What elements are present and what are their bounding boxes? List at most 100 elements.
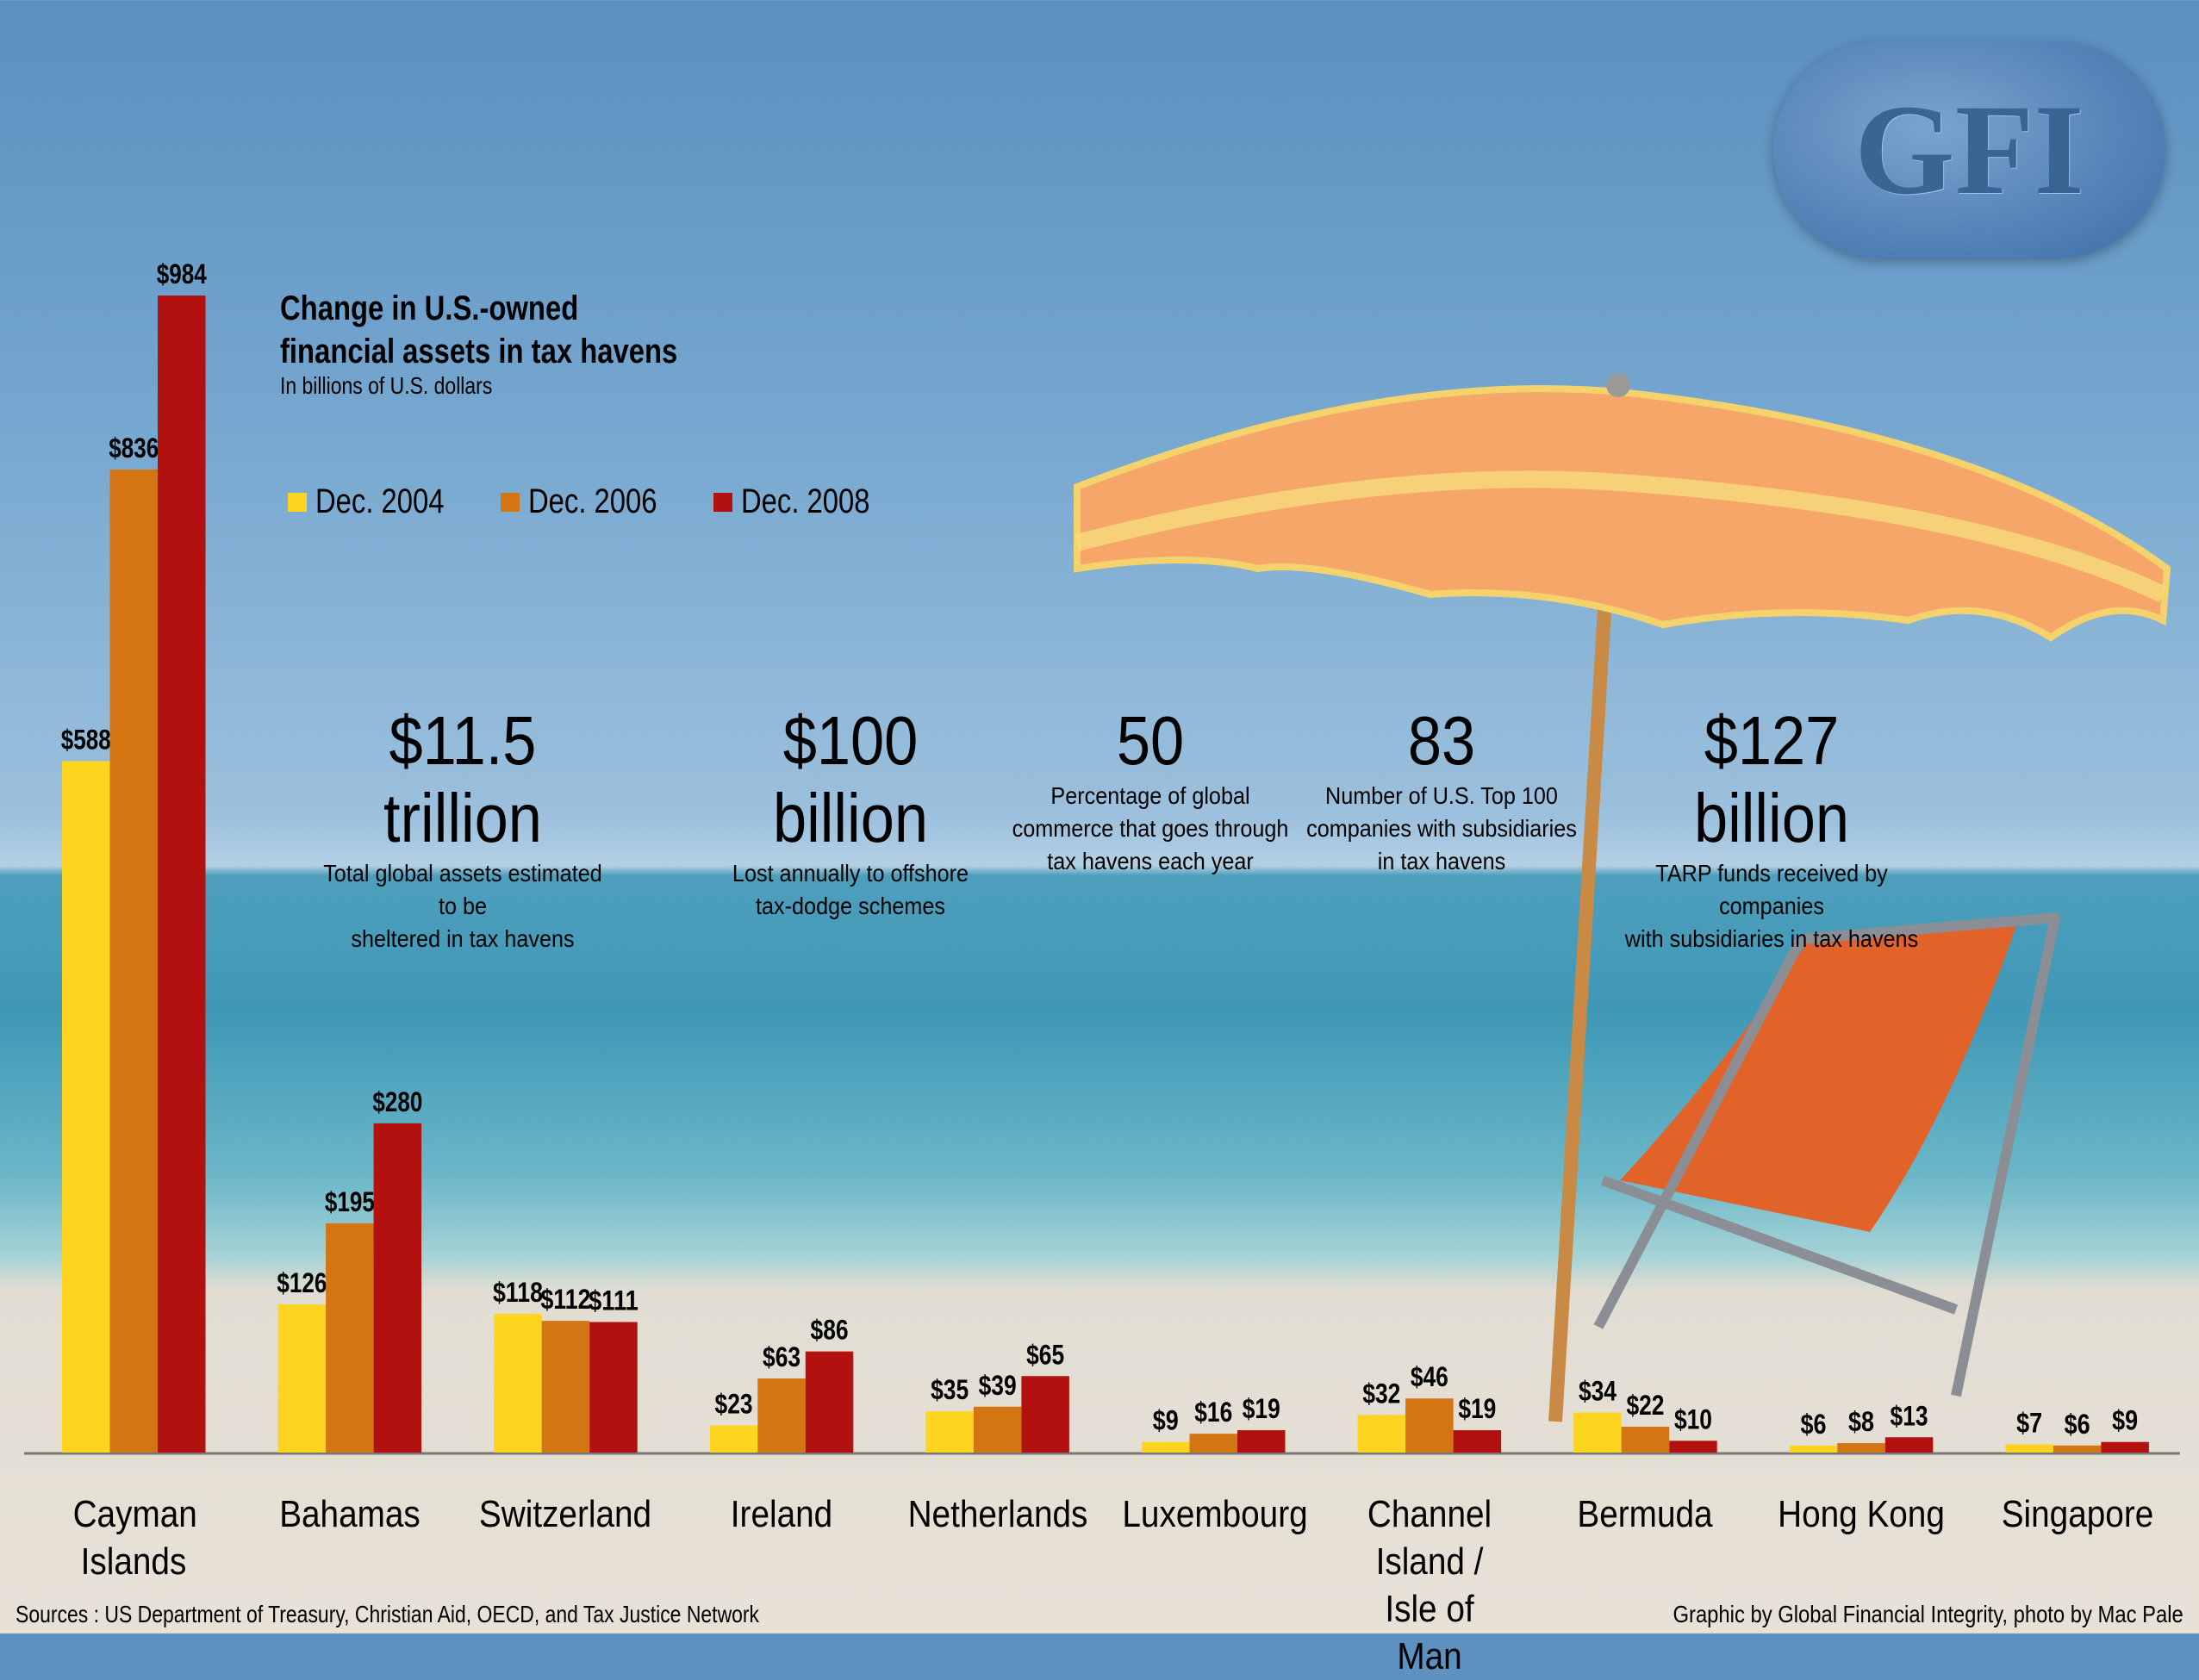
data-label: $6: [1801, 1409, 1827, 1440]
stat-value: 83: [1407, 702, 1476, 779]
chart-title: Change in U.S.-owned financial assets in…: [280, 287, 764, 373]
bar: [109, 469, 158, 1453]
data-label: $16: [1194, 1397, 1232, 1428]
data-label: $39: [979, 1370, 1017, 1401]
data-label: $19: [1243, 1393, 1280, 1424]
logo-text: GFI: [1854, 78, 2084, 221]
data-label: $195: [325, 1186, 375, 1217]
data-label: $112: [540, 1284, 590, 1315]
category-label: Switzerland: [479, 1493, 652, 1535]
data-label: $836: [109, 432, 159, 464]
category-label: Hong Kong: [1778, 1493, 1945, 1535]
bar: [1453, 1430, 1502, 1453]
stat-commerce-percentage: 50 Percentage of global commerce that goes…: [995, 702, 1305, 878]
gfi-logo: GFI: [1773, 41, 2165, 258]
stat-desc: TARP funds received by companies: [1655, 860, 1888, 919]
stat-desc: with subsidiaries in tax havens: [1624, 925, 1919, 952]
bar: [2053, 1445, 2102, 1453]
bar: [62, 761, 110, 1453]
umbrella-pole: [1548, 568, 1614, 1422]
legend-label: Dec. 2006: [528, 482, 657, 520]
bar: [1237, 1430, 1286, 1453]
legend-label: Dec. 2004: [315, 482, 445, 520]
data-label: $111: [589, 1285, 639, 1316]
bar: [1669, 1440, 1717, 1453]
data-label: $22: [1626, 1390, 1664, 1421]
stat-desc: in tax havens: [1377, 848, 1506, 874]
data-label: $23: [715, 1389, 753, 1420]
data-label: $34: [1579, 1376, 1617, 1407]
data-label: $126: [277, 1267, 327, 1298]
data-label: $588: [61, 724, 111, 755]
stat-desc: tax havens each year: [1047, 848, 1254, 874]
bar: [1189, 1434, 1237, 1453]
stat-desc: commerce that goes through: [1012, 815, 1289, 842]
legend-item-2004: Dec. 2004: [288, 482, 472, 521]
stat-global-assets: $11.5 trillion Total global assets estima…: [308, 702, 618, 955]
sources-text: Sources : US Department of Treasury, Chr…: [16, 1601, 760, 1627]
bar: [158, 296, 206, 1453]
stat-desc: Percentage of global: [1050, 782, 1250, 809]
data-label: $280: [372, 1086, 422, 1117]
bar-chart: $588 $836 $984 $126 $195 $280 $118$112$111 $23 $…: [24, 258, 2180, 1455]
bar: [1142, 1441, 1190, 1453]
legend-item-2006: Dec. 2006: [501, 482, 685, 521]
stat-value: 50: [1116, 702, 1185, 779]
stat-tarp-funds: $127 billion TARP funds received by compa…: [1599, 702, 1944, 955]
data-label: $65: [1026, 1339, 1064, 1370]
bar: [1621, 1426, 1670, 1453]
category-label: Channel Island / Isle of Man: [1367, 1493, 1492, 1677]
category-label: Singapore: [2001, 1493, 2153, 1535]
bar: [541, 1321, 590, 1453]
umbrella-finial: [1606, 373, 1630, 397]
bar: [1021, 1376, 1069, 1453]
category-label: Cayman Islands: [72, 1493, 198, 1583]
data-label: $86: [811, 1315, 849, 1346]
category-label: Ireland: [730, 1493, 833, 1535]
legend-swatch-icon: [713, 492, 732, 512]
data-label: $984: [157, 258, 207, 289]
bar: [2101, 1441, 2149, 1453]
data-label: $8: [1848, 1406, 1874, 1437]
stat-value: $11.5 trillion: [383, 702, 542, 856]
subtitle-text: In billions of U.S. dollars: [280, 372, 493, 399]
bar: [709, 1425, 758, 1453]
bar: [1884, 1437, 1934, 1453]
category-label: Bahamas: [279, 1493, 420, 1535]
data-label: $32: [1362, 1378, 1400, 1409]
bar: [2005, 1444, 2053, 1453]
bar: [277, 1304, 327, 1453]
bar: [1357, 1415, 1406, 1453]
title-line-2: financial assets in tax havens: [280, 333, 678, 370]
stat-desc: companies with subsidiaries: [1306, 815, 1577, 842]
credit-note: Graphic by Global Financial Integrity, p…: [1477, 1601, 2183, 1628]
bar: [1573, 1412, 1622, 1453]
bar: [1837, 1443, 1885, 1453]
chart-subtitle: In billions of U.S. dollars: [280, 372, 539, 400]
bar: [1405, 1398, 1454, 1453]
beach-scene-illustration: [1074, 373, 2171, 1422]
credit-text: Graphic by Global Financial Integrity, p…: [1673, 1601, 2183, 1627]
data-label: $6: [2065, 1409, 2090, 1440]
data-label: $9: [2112, 1405, 2138, 1436]
sources-note: Sources : US Department of Treasury, Chr…: [16, 1601, 923, 1628]
stat-desc: Number of U.S. Top 100: [1325, 782, 1558, 809]
data-label: $10: [1674, 1403, 1712, 1434]
bar: [494, 1313, 542, 1453]
stat-desc: sheltered in tax havens: [351, 925, 575, 952]
data-label: $13: [1891, 1400, 1928, 1431]
title-line-1: Change in U.S.-owned: [280, 289, 579, 327]
data-label: $46: [1411, 1361, 1448, 1392]
beach-chair-fabric: [1620, 926, 2016, 1232]
stat-value: $127 billion: [1693, 702, 1850, 856]
legend-swatch-icon: [501, 492, 520, 512]
category-label: Netherlands: [907, 1493, 1088, 1535]
bar: [326, 1223, 374, 1453]
bar: [373, 1123, 422, 1453]
stat-desc: Total global assets estimated to be: [323, 860, 602, 919]
stat-top-100-companies: 83 Number of U.S. Top 100 companies with s…: [1286, 702, 1597, 878]
data-label: $35: [931, 1374, 969, 1405]
stat-value: $100 billion: [772, 702, 929, 856]
bar: [925, 1411, 974, 1453]
data-label: $7: [2016, 1407, 2042, 1438]
